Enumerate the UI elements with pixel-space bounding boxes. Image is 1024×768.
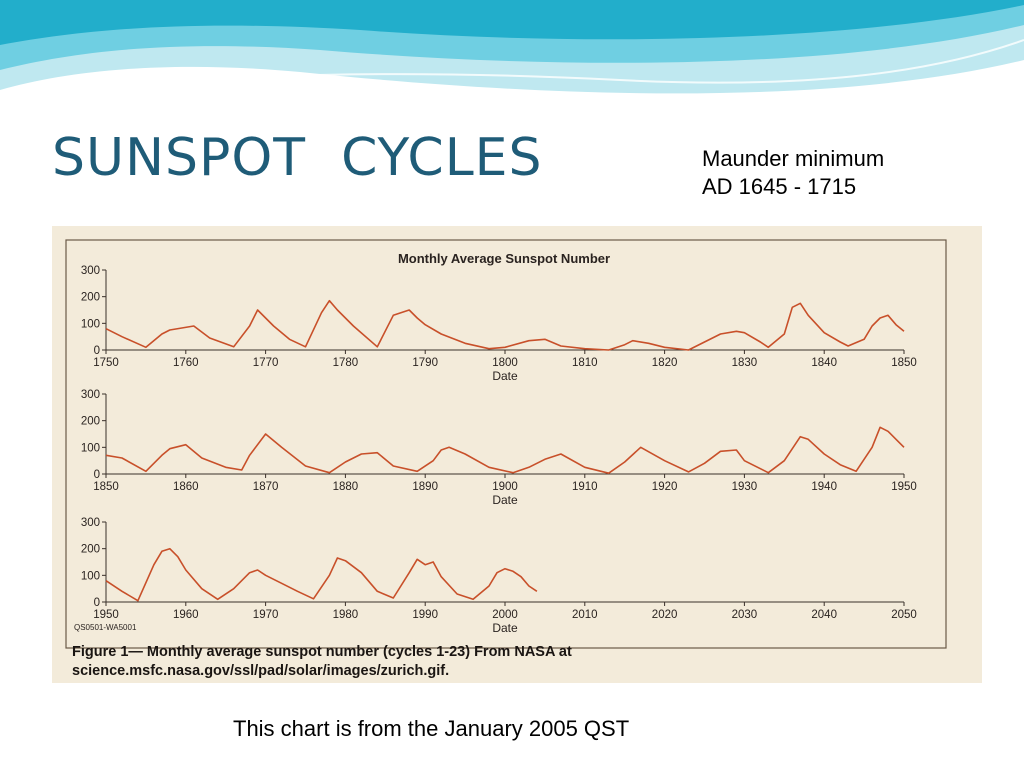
x-tick-label: 1770 — [253, 357, 279, 369]
x-tick-label: 1950 — [891, 481, 917, 493]
x-tick-label: 1970 — [253, 609, 279, 621]
x-axis-label: Date — [492, 493, 518, 507]
x-tick-label: 1760 — [173, 357, 199, 369]
chart-border — [65, 239, 947, 649]
sunspot-series-line — [105, 547, 538, 602]
x-tick-label: 1960 — [173, 609, 199, 621]
x-tick-label: 2050 — [891, 609, 917, 621]
x-tick-label: 1900 — [492, 481, 518, 493]
x-tick-label: 1880 — [333, 481, 359, 493]
x-tick-label: 1920 — [652, 481, 678, 493]
sunspot-series-line — [105, 299, 905, 351]
x-tick-label: 2020 — [652, 609, 678, 621]
x-tick-label: 1980 — [333, 609, 359, 621]
x-tick-label: 1930 — [732, 481, 758, 493]
maunder-note-line1: Maunder minimum — [702, 146, 885, 171]
sunspot-chart-svg: Monthly Average Sunspot Number QS0501-WA… — [65, 239, 947, 679]
y-tick-label: 300 — [81, 517, 100, 529]
x-tick-label: 1780 — [333, 357, 359, 369]
x-tick-label: 1790 — [412, 357, 438, 369]
x-tick-label: 1750 — [93, 357, 119, 369]
figure-caption-line2: science.msfc.nasa.gov/ssl/pad/solar/imag… — [72, 663, 449, 679]
y-tick-label: 0 — [94, 345, 100, 357]
sunspot-chart: Monthly Average Sunspot Number QS0501-WA… — [52, 226, 982, 683]
x-tick-label: 2000 — [492, 609, 518, 621]
y-tick-label: 0 — [94, 597, 100, 609]
x-tick-label: 1870 — [253, 481, 279, 493]
chart-title: Monthly Average Sunspot Number — [398, 251, 610, 266]
x-tick-label: 1940 — [811, 481, 837, 493]
x-tick-label: 1950 — [93, 609, 119, 621]
slide-caption: This chart is from the January 2005 QST — [233, 716, 630, 741]
wave-line — [0, 39, 1024, 101]
y-tick-label: 0 — [94, 469, 100, 481]
x-tick-label: 1800 — [492, 357, 518, 369]
x-tick-label: 2010 — [572, 609, 598, 621]
y-tick-label: 100 — [81, 442, 100, 454]
x-tick-label: 2040 — [811, 609, 837, 621]
sunspot-series-line — [105, 426, 905, 474]
header-wave-decoration — [0, 0, 1024, 101]
maunder-note-line2: AD 1645 - 1715 — [702, 174, 857, 199]
y-tick-label: 100 — [81, 570, 100, 582]
y-tick-label: 300 — [81, 265, 100, 277]
x-axis-label: Date — [492, 369, 518, 383]
x-tick-label: 1850 — [93, 481, 119, 493]
x-tick-label: 1840 — [811, 357, 837, 369]
slide-title: SUNSPOT CYCLES — [52, 128, 543, 188]
x-tick-label: 2030 — [732, 609, 758, 621]
y-tick-label: 100 — [81, 318, 100, 330]
x-tick-label: 1810 — [572, 357, 598, 369]
x-axis-label: Date — [492, 621, 518, 635]
wave-dark — [0, 0, 1024, 45]
y-tick-label: 200 — [81, 544, 100, 556]
x-tick-label: 1910 — [572, 481, 598, 493]
y-tick-label: 300 — [81, 389, 100, 401]
figure-id: QS0501-WA5001 — [74, 623, 137, 632]
figure-caption-line1: Figure 1— Monthly average sunspot number… — [72, 644, 572, 660]
x-tick-label: 1820 — [652, 357, 678, 369]
y-tick-label: 200 — [81, 292, 100, 304]
x-tick-label: 1860 — [173, 481, 199, 493]
maunder-note: Maunder minimum AD 1645 - 1715 — [702, 145, 884, 201]
x-tick-label: 1990 — [412, 609, 438, 621]
x-tick-label: 1890 — [412, 481, 438, 493]
x-tick-label: 1830 — [732, 357, 758, 369]
y-tick-label: 200 — [81, 416, 100, 428]
x-tick-label: 1850 — [891, 357, 917, 369]
